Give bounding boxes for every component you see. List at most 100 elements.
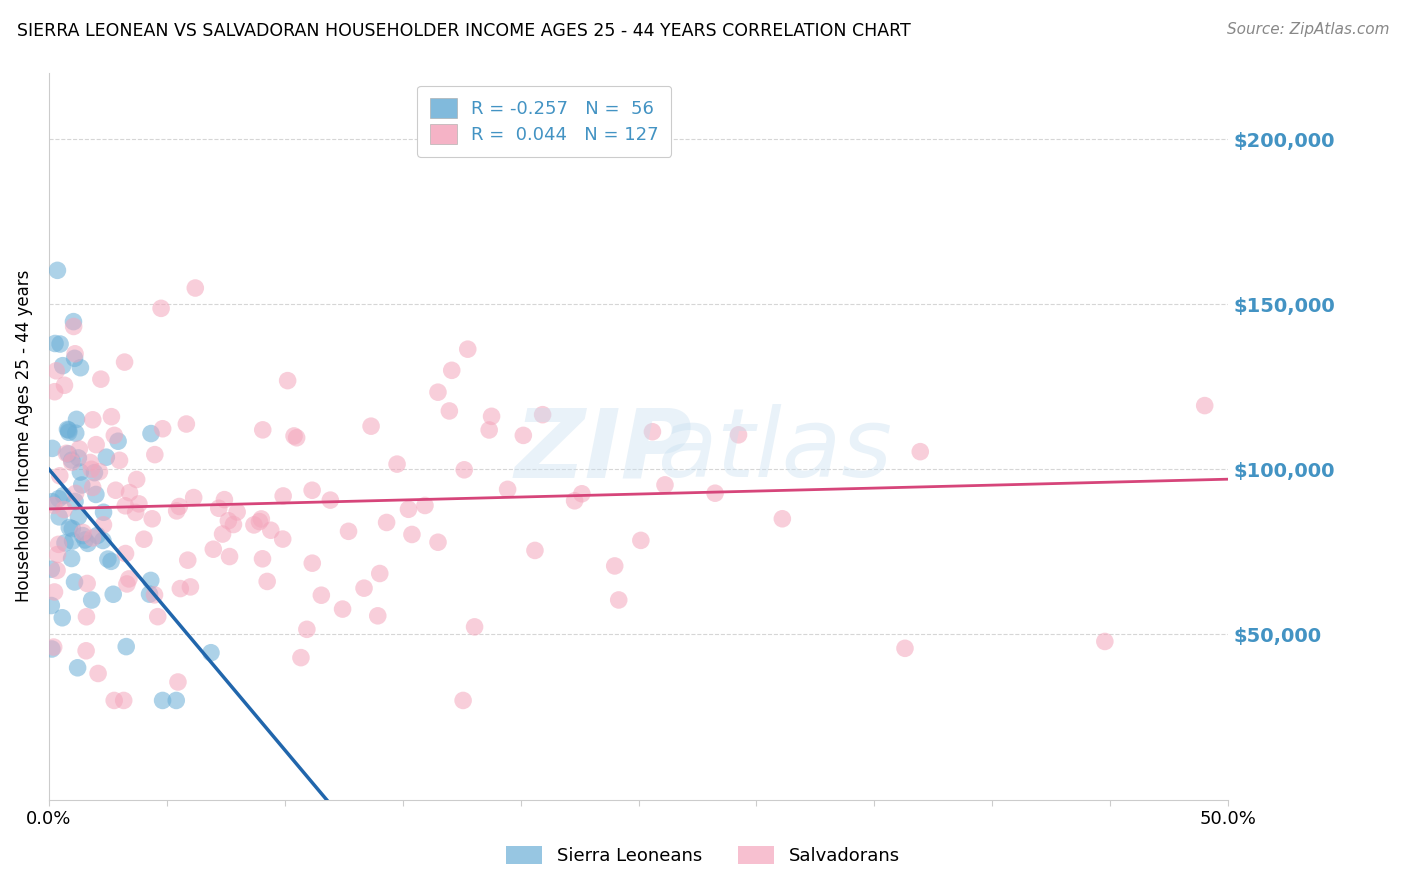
Point (86, 528, 108, 542)
Point (55, 446, 77, 460)
Point (167, 675, 190, 690)
Point (375, 516, 398, 530)
Point (93, 505, 115, 519)
Point (285, 431, 308, 445)
Point (41, 562, 63, 576)
Point (176, 417, 198, 431)
Point (177, 553, 200, 567)
Point (277, 374, 299, 388)
Point (80, 462, 103, 476)
Point (152, 422, 174, 436)
Y-axis label: Householder Income Ages 25 - 44 years: Householder Income Ages 25 - 44 years (15, 270, 32, 602)
Point (84, 487, 107, 501)
Point (56, 422, 79, 436)
Point (138, 587, 160, 601)
Point (48, 537, 70, 551)
Point (65, 486, 87, 500)
Point (118, 485, 141, 500)
Point (107, 434, 129, 449)
Point (46, 263, 69, 277)
Point (93, 517, 115, 532)
Point (77, 536, 100, 550)
Point (125, 505, 148, 519)
Point (58, 520, 80, 534)
Point (367, 608, 389, 623)
Point (53, 536, 76, 550)
Point (249, 515, 271, 529)
Point (44, 336, 66, 351)
Point (478, 423, 501, 437)
Point (72, 525, 94, 540)
Point (41, 599, 63, 613)
Point (69, 360, 91, 375)
Point (368, 566, 391, 581)
Point (150, 301, 173, 316)
Point (603, 558, 626, 573)
Point (295, 623, 318, 637)
Point (128, 497, 150, 511)
Point (51, 611, 73, 625)
Point (427, 535, 450, 549)
Point (63, 347, 86, 361)
Point (52, 359, 75, 373)
Point (97, 552, 120, 566)
Point (114, 355, 136, 369)
Point (73, 533, 96, 547)
Point (52, 489, 75, 503)
Point (67, 442, 90, 456)
Point (910, 444, 932, 458)
Point (222, 517, 245, 532)
Point (46, 548, 69, 562)
Point (337, 524, 360, 539)
Point (564, 493, 586, 508)
Point (118, 572, 141, 586)
Point (91, 533, 114, 548)
Point (49, 337, 72, 351)
Point (200, 646, 222, 660)
Point (125, 473, 148, 487)
Point (183, 491, 205, 505)
Point (894, 641, 917, 656)
Point (103, 587, 125, 601)
Text: SIERRA LEONEAN VS SALVADORAN HOUSEHOLDER INCOME AGES 25 - 44 YEARS CORRELATION C: SIERRA LEONEAN VS SALVADORAN HOUSEHOLDER… (17, 22, 911, 40)
Point (114, 547, 136, 561)
Point (89, 465, 111, 479)
Point (260, 523, 283, 537)
Point (439, 404, 461, 418)
Point (641, 425, 664, 439)
Point (146, 609, 169, 624)
Point (80, 593, 103, 607)
Point (214, 492, 236, 507)
Point (114, 499, 136, 513)
Point (62, 534, 84, 549)
Point (83, 466, 105, 480)
Point (87, 666, 110, 681)
Point (252, 551, 274, 566)
Point (243, 517, 266, 532)
Point (453, 463, 475, 477)
Point (481, 409, 503, 424)
Point (360, 419, 382, 434)
Point (132, 532, 155, 546)
Point (332, 602, 354, 616)
Point (727, 427, 749, 442)
Point (301, 556, 323, 570)
Point (256, 574, 278, 589)
Point (79, 455, 101, 469)
Point (202, 542, 225, 557)
Point (69, 465, 91, 479)
Point (66, 661, 89, 675)
Point (103, 428, 125, 442)
Point (169, 500, 191, 514)
Point (211, 527, 233, 541)
Point (139, 574, 162, 588)
Point (523, 543, 546, 558)
Point (58, 425, 80, 440)
Point (770, 512, 793, 526)
Point (60, 522, 83, 536)
Point (301, 483, 323, 498)
Point (103, 693, 125, 707)
Point (496, 483, 519, 497)
Point (41, 642, 63, 657)
Point (311, 588, 333, 602)
